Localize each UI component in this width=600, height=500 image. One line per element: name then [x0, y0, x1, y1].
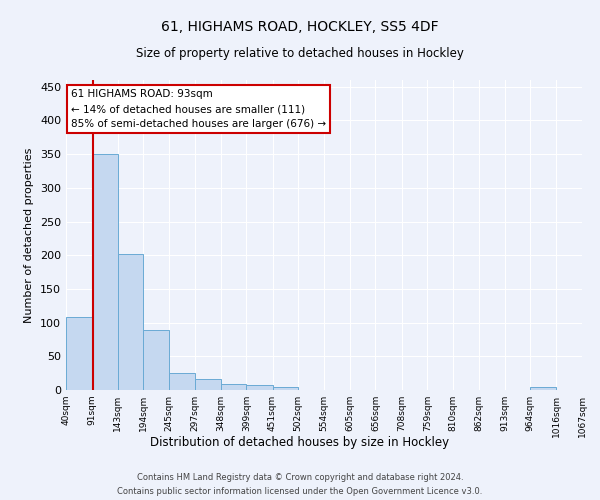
Bar: [247, 384, 272, 390]
Bar: [66, 317, 92, 390]
Text: Distribution of detached houses by size in Hockley: Distribution of detached houses by size …: [151, 436, 449, 449]
Text: Contains HM Land Registry data © Crown copyright and database right 2024.: Contains HM Land Registry data © Crown c…: [137, 473, 463, 482]
Bar: [530, 388, 556, 390]
Text: Contains public sector information licensed under the Open Government Licence v3: Contains public sector information licen…: [118, 486, 482, 496]
Bar: [143, 330, 169, 390]
Text: Size of property relative to detached houses in Hockley: Size of property relative to detached ho…: [136, 48, 464, 60]
Bar: [118, 254, 143, 390]
Y-axis label: Number of detached properties: Number of detached properties: [25, 148, 34, 322]
Bar: [221, 384, 247, 390]
Bar: [92, 154, 118, 390]
Bar: [195, 379, 221, 390]
Text: 61, HIGHAMS ROAD, HOCKLEY, SS5 4DF: 61, HIGHAMS ROAD, HOCKLEY, SS5 4DF: [161, 20, 439, 34]
Bar: [169, 373, 195, 390]
Bar: [272, 388, 298, 390]
Text: 61 HIGHAMS ROAD: 93sqm
← 14% of detached houses are smaller (111)
85% of semi-de: 61 HIGHAMS ROAD: 93sqm ← 14% of detached…: [71, 90, 326, 129]
